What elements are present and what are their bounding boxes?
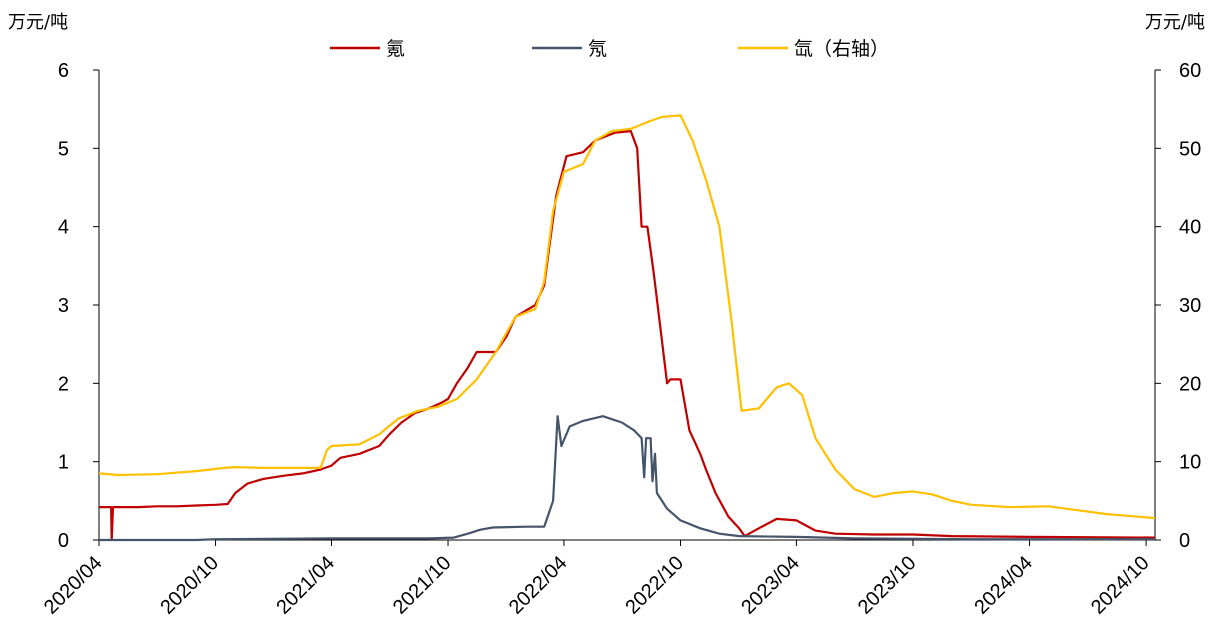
x-tick-label: 2020/10 — [156, 552, 223, 619]
left-y-tick-label: 5 — [58, 138, 69, 160]
legend-label-2: 氖 — [588, 38, 607, 60]
series-line-3 — [98, 114, 1156, 520]
x-tick-label: 2021/04 — [272, 552, 339, 619]
right-y-tick-label: 60 — [1179, 60, 1201, 82]
x-tick-label: 2021/10 — [389, 552, 456, 619]
legend-label-3: 氙（右轴） — [794, 38, 889, 60]
left-y-tick-label: 3 — [58, 295, 69, 317]
right-y-tick-label: 50 — [1179, 138, 1201, 160]
left-y-tick-label: 0 — [58, 530, 69, 552]
x-tick-label: 2020/04 — [40, 552, 107, 619]
left-y-tick-label: 2 — [58, 373, 69, 395]
left-y-tick-label: 6 — [58, 60, 69, 82]
left-y-tick-label: 1 — [58, 452, 69, 474]
right-y-tick-label: 40 — [1179, 217, 1201, 239]
x-tick-label: 2022/04 — [505, 552, 572, 619]
right-y-tick-label: 20 — [1179, 373, 1201, 395]
x-tick-label: 2024/04 — [970, 552, 1037, 619]
legend-label-1: 氪 — [386, 38, 405, 60]
x-tick-label: 2024/10 — [1087, 552, 1154, 619]
right-y-tick-label: 30 — [1179, 295, 1201, 317]
series-line-2 — [99, 415, 1155, 542]
right-y-tick-label: 0 — [1179, 530, 1190, 552]
x-tick-label: 2022/10 — [621, 552, 688, 619]
x-tick-label: 2023/04 — [737, 552, 804, 619]
series-group — [98, 114, 1156, 542]
right-axis-unit: 万元/吨 — [1144, 12, 1205, 33]
right-y-tick-label: 10 — [1179, 452, 1201, 474]
x-tick-label: 2023/10 — [854, 552, 921, 619]
left-axis-unit: 万元/吨 — [8, 12, 69, 33]
left-y-tick-label: 4 — [58, 217, 69, 239]
legend: 氪 氖 氙（右轴） — [330, 38, 889, 60]
series-line-1 — [99, 130, 1156, 542]
